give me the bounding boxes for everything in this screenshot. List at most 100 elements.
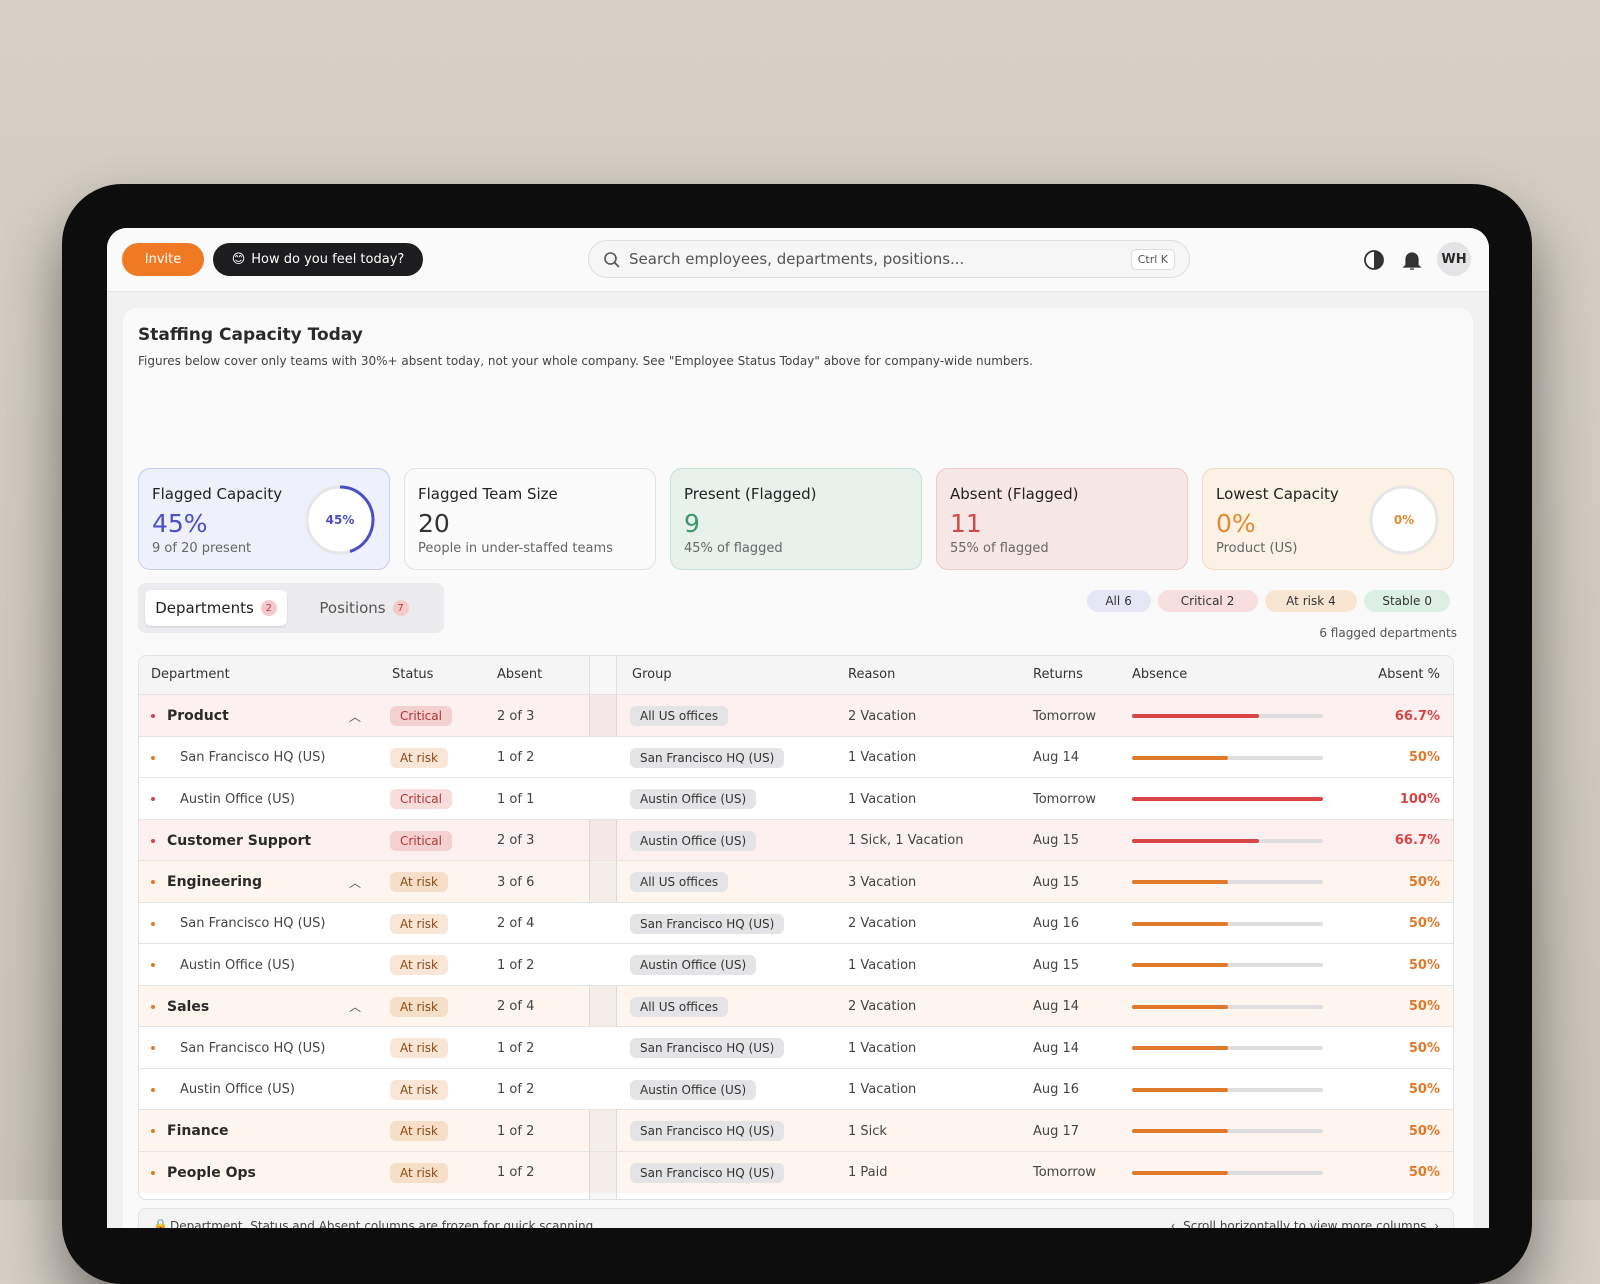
section-subtitle: Figures below cover only teams with 30%+… — [138, 354, 1033, 368]
status-tag: At risk — [390, 913, 448, 934]
search-box[interactable]: Search employees, departments, positions… — [588, 240, 1190, 278]
tab-bar: Departments 2 Positions 7 — [138, 583, 444, 633]
filter-chip[interactable]: All 6 — [1086, 590, 1151, 612]
shortcut-hint: Ctrl K — [1130, 249, 1175, 270]
status-tag: At risk — [390, 872, 448, 892]
status-tag: At risk — [390, 1121, 448, 1141]
absent-percent: 66.7% — [1394, 833, 1440, 848]
screen: Invite 😊 How do you feel today? Search em… — [107, 228, 1489, 1228]
invite-button[interactable]: Invite — [122, 243, 204, 276]
status-tag: At risk — [390, 955, 448, 975]
department-name: People Ops — [167, 1164, 256, 1181]
stat-card: Flagged Team Size 20 People in under-staff… — [404, 468, 656, 570]
absence-bar — [1132, 1170, 1228, 1175]
absent-percent: 50% — [1408, 1040, 1440, 1056]
returns: Aug 16 — [1033, 916, 1080, 931]
table-row: San Francisco HQ (US) At risk 1 of 2 San Fr… — [139, 1026, 1453, 1068]
avatar[interactable]: WH — [1437, 242, 1471, 276]
card-value: 0% — [1216, 509, 1256, 538]
department-name: Austin Office (US) — [180, 957, 295, 973]
filter-label: At risk — [1286, 594, 1325, 608]
department-name: Customer Support — [167, 832, 312, 849]
group-tag: Austin Office (US) — [630, 789, 757, 809]
absence-bar — [1132, 921, 1228, 926]
status-dot — [151, 714, 155, 718]
column-header: Group — [632, 667, 672, 682]
section-title: Staffing Capacity Today — [138, 325, 363, 345]
absence-track — [1132, 963, 1323, 967]
absent-percent: 50% — [1408, 1082, 1440, 1097]
topbar: Invite 😊 How do you feel today? Search em… — [107, 228, 1489, 292]
department-name: Austin Office (US) — [180, 791, 295, 807]
card-value: 11 — [950, 509, 982, 538]
column-header: Returns — [1033, 667, 1083, 682]
column-header: Reason — [848, 667, 896, 682]
flagged-note: 6 flagged departments — [1319, 626, 1457, 640]
filter-chip[interactable]: At risk 4 — [1264, 590, 1358, 612]
reason: 1 Sick, 1 Vacation — [848, 833, 964, 848]
filter-chip[interactable]: Stable 0 — [1364, 590, 1450, 612]
returns: Aug 14 — [1033, 1040, 1080, 1056]
frozen-note: Department, Status and Absent columns ar… — [170, 1219, 598, 1228]
absent-percent: 100% — [1399, 791, 1440, 807]
department-name: San Francisco HQ (US) — [180, 1040, 326, 1056]
theme-toggle[interactable] — [1362, 248, 1386, 272]
column-header: Absence — [1132, 667, 1188, 682]
status-tag: At risk — [390, 1079, 448, 1100]
absent-percent: 66.7% — [1394, 708, 1440, 724]
returns: Tomorrow — [1033, 1165, 1097, 1180]
tab-count: 2 — [260, 600, 277, 616]
absent-count: 1 of 2 — [497, 957, 535, 973]
filter-chip[interactable]: Critical 2 — [1157, 590, 1258, 612]
absent-percent: 50% — [1408, 750, 1440, 765]
reason: 1 Vacation — [848, 750, 917, 765]
table-row: Finance At risk 1 of 2 San Francisco HQ (US… — [139, 1109, 1453, 1151]
card-title: Present (Flagged) — [684, 485, 817, 503]
reason: 1 Paid — [848, 1165, 888, 1180]
returns: Tomorrow — [1033, 791, 1097, 807]
absent-count: 1 of 2 — [497, 750, 535, 765]
returns: Aug 15 — [1033, 833, 1080, 848]
tab[interactable]: Positions 7 — [293, 590, 435, 626]
group-tag: Austin Office (US) — [630, 955, 757, 975]
filter-count: 4 — [1328, 594, 1336, 608]
absence-bar — [1132, 755, 1228, 760]
status-dot — [151, 921, 155, 926]
scroll-note[interactable]: ‹ Scroll horizontally to view more colum… — [1171, 1219, 1439, 1228]
tab[interactable]: Departments 2 — [145, 590, 287, 626]
expand-chevron: ︿ — [349, 1000, 362, 1014]
mood-button[interactable]: 😊 How do you feel today? — [213, 243, 423, 276]
tab-count: 7 — [392, 600, 409, 616]
status-dot — [151, 1087, 155, 1092]
returns: Tomorrow — [1033, 708, 1097, 724]
filter-count: 0 — [1424, 594, 1433, 608]
absent-count: 3 of 6 — [497, 874, 535, 890]
lock-icon: 🔒 — [153, 1218, 168, 1228]
stat-card: Lowest Capacity 0% Product (US) 0% — [1202, 468, 1454, 570]
filter-label: All — [1105, 594, 1121, 608]
status-tag: Critical — [390, 830, 452, 851]
group-tag: San Francisco HQ (US) — [630, 1121, 785, 1141]
ring: 0% — [1369, 485, 1439, 555]
absent-count: 1 of 2 — [497, 1040, 535, 1056]
reason: 2 Vacation — [848, 999, 917, 1014]
notifications[interactable] — [1400, 248, 1424, 272]
card-note: 55% of flagged — [950, 541, 1049, 556]
absent-percent: 50% — [1408, 957, 1440, 973]
returns: Aug 17 — [1033, 1123, 1080, 1139]
table-row: Austin Office (US) At risk 1 of 2 Austin Of… — [139, 1067, 1453, 1110]
absence-bar — [1132, 1046, 1228, 1050]
reason: 1 Vacation — [848, 1040, 917, 1056]
department-name: Engineering — [167, 874, 262, 890]
group-tag: Austin Office (US) — [630, 830, 757, 851]
table-header: 🔒DepartmentStatusAbsentGroupReasonReturn… — [139, 656, 1453, 694]
ring-label: 45% — [326, 513, 355, 527]
department-name: Sales — [167, 998, 210, 1015]
card-title: Flagged Team Size — [418, 485, 558, 503]
filter-label: Critical — [1180, 594, 1223, 608]
absent-count: 2 of 4 — [497, 916, 535, 931]
search-placeholder: Search employees, departments, positions… — [629, 250, 965, 268]
tab-label: Departments — [155, 599, 254, 617]
absence-track — [1132, 1170, 1323, 1175]
